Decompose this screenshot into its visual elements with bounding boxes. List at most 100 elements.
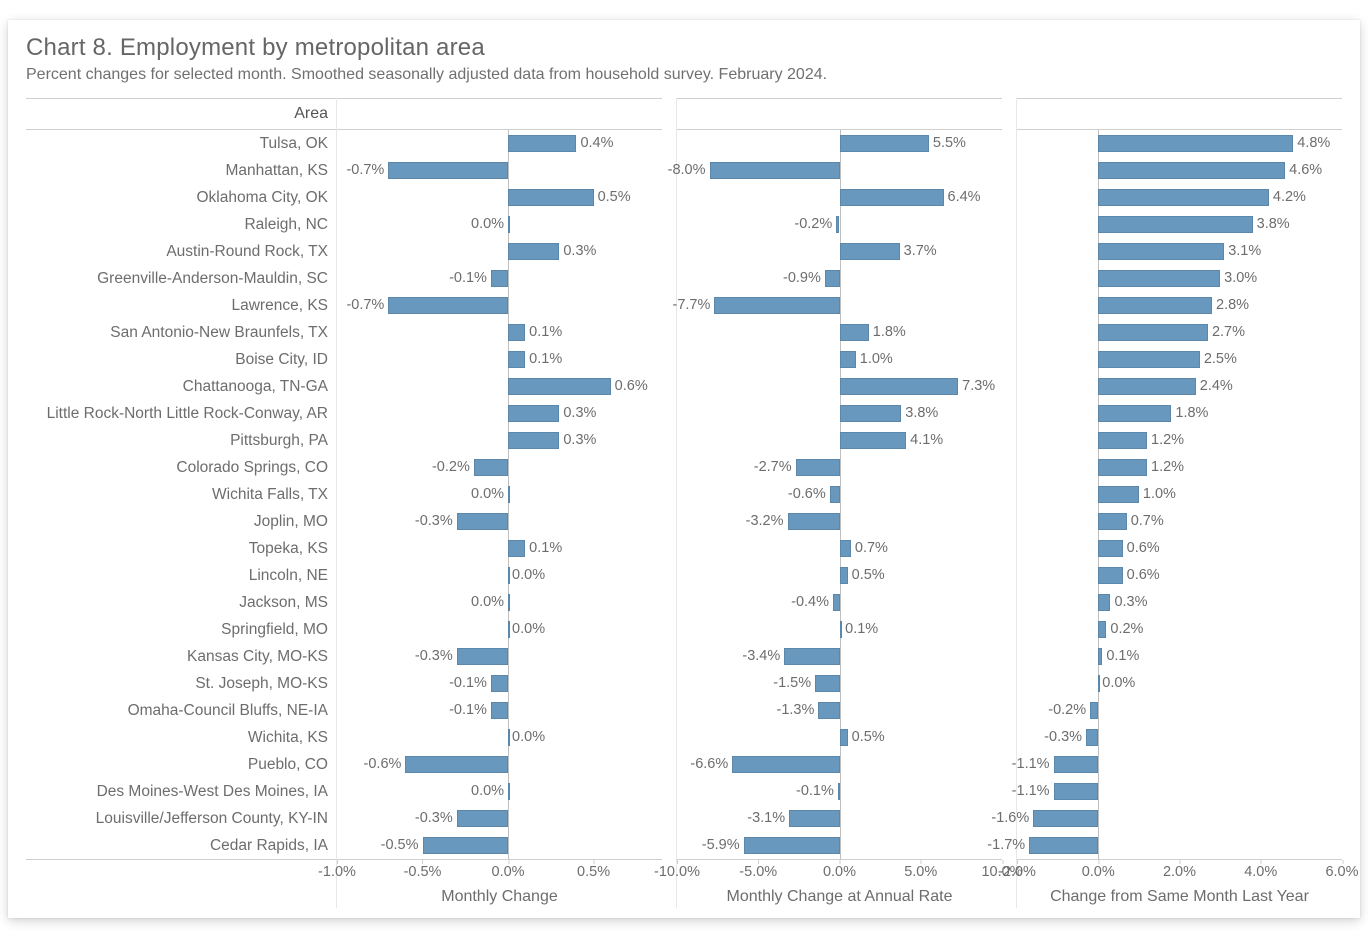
bar [1054,756,1099,773]
x-tick: -1.0% [318,864,356,880]
area-label: Wichita, KS [26,724,336,751]
x-tick: 4.0% [1244,864,1277,880]
bar-value: -0.7% [346,157,384,184]
bar-row: 4.6% [1017,157,1342,184]
bar-value: 0.0% [512,724,545,751]
bar-row: -3.1% [677,805,1002,832]
bar-value: -1.1% [1012,751,1050,778]
bar-value: 1.2% [1151,427,1184,454]
area-label: Des Moines-West Des Moines, IA [26,778,336,805]
bar-value: 2.7% [1212,319,1245,346]
bar-row: 0.6% [337,373,662,400]
bar [840,189,944,206]
bar-value: 0.0% [471,481,504,508]
bar [830,486,840,503]
bar-value: 0.1% [1106,643,1139,670]
bar-row: 1.2% [1017,427,1342,454]
panel: 0.4%-0.7%0.5%0.0%0.3%-0.1%-0.7%0.1%0.1%0… [336,98,662,908]
bar-row: -6.6% [677,751,1002,778]
bar [508,783,510,800]
bar-value: 4.1% [910,427,943,454]
x-tick: 2.0% [1163,864,1196,880]
bar-row: -0.3% [1017,724,1342,751]
bar-value: -0.1% [449,697,487,724]
bar-row: -0.1% [337,265,662,292]
bar-value: 3.1% [1228,238,1261,265]
bar-row: 0.0% [337,481,662,508]
bar [508,216,510,233]
bar-row: -0.9% [677,265,1002,292]
bar-value: -0.5% [381,832,419,859]
bar [508,567,510,584]
bar-row: 0.5% [677,724,1002,751]
panel: 5.5%-8.0%6.4%-0.2%3.7%-0.9%-7.7%1.8%1.0%… [676,98,1002,908]
bar [508,378,611,395]
bar [508,621,510,638]
bar-row: 1.8% [1017,400,1342,427]
bar [1098,297,1212,314]
bar-row: 0.1% [337,346,662,373]
bar-value: 4.8% [1297,130,1330,157]
bar-value: 3.0% [1224,265,1257,292]
x-axis: -2.0%0.0%2.0%4.0%6.0%Change from Same Mo… [1017,859,1342,908]
bar [508,729,510,746]
bar-value: -1.3% [776,697,814,724]
bar [840,378,959,395]
x-tick: -2.0% [998,864,1036,880]
bar [840,405,902,422]
bar [508,243,559,260]
bar-value: -3.2% [746,508,784,535]
bar-row: -0.5% [337,832,662,859]
bar [508,594,510,611]
bar-value: 0.0% [471,589,504,616]
bar-row: -0.1% [677,778,1002,805]
panel-body: 5.5%-8.0%6.4%-0.2%3.7%-0.9%-7.7%1.8%1.0%… [677,130,1002,859]
bar-value: -0.3% [1044,724,1082,751]
bar-row: 0.0% [337,616,662,643]
x-tick: 0.0% [1082,864,1115,880]
bar-value: -0.2% [1048,697,1086,724]
bar [474,459,508,476]
bar-row: 3.7% [677,238,1002,265]
x-tick: -0.5% [404,864,442,880]
bar [508,135,576,152]
bar-value: 4.2% [1273,184,1306,211]
bar-value: 1.8% [1175,400,1208,427]
bar-value: 2.4% [1200,373,1233,400]
bar-row: 0.3% [337,427,662,454]
bar [840,243,900,260]
bar-row: 3.0% [1017,265,1342,292]
bar-row: -1.7% [1017,832,1342,859]
bar [1098,459,1147,476]
bar [1098,648,1102,665]
bar [840,324,869,341]
bar-row: 1.0% [677,346,1002,373]
bar-value: 1.2% [1151,454,1184,481]
area-label: Wichita Falls, TX [26,481,336,508]
bar-value: 1.8% [873,319,906,346]
area-label-column: AreaTulsa, OKManhattan, KSOklahoma City,… [26,98,336,908]
bar-row: -5.9% [677,832,1002,859]
bar-value: -0.6% [364,751,402,778]
bar-value: 6.4% [948,184,981,211]
x-tick: 6.0% [1325,864,1358,880]
bar-value: 0.1% [529,346,562,373]
chart-title: Chart 8. Employment by metropolitan area [26,34,1342,62]
bar [508,432,559,449]
bar-row: 0.0% [337,211,662,238]
bar-row: 2.4% [1017,373,1342,400]
area-label: Manhattan, KS [26,157,336,184]
bar-row: 0.6% [1017,562,1342,589]
area-label: Pittsburgh, PA [26,427,336,454]
x-tick: 0.0% [492,864,525,880]
bar-value: 0.5% [852,562,885,589]
bar-value: 0.5% [598,184,631,211]
bar [1090,702,1098,719]
bar-row: -0.3% [337,643,662,670]
bar-value: -1.1% [1012,778,1050,805]
bar-value: -0.2% [794,211,832,238]
bar-value: 5.5% [933,130,966,157]
bar-row: -3.4% [677,643,1002,670]
bar-value: 3.8% [1257,211,1290,238]
bar [1098,621,1106,638]
